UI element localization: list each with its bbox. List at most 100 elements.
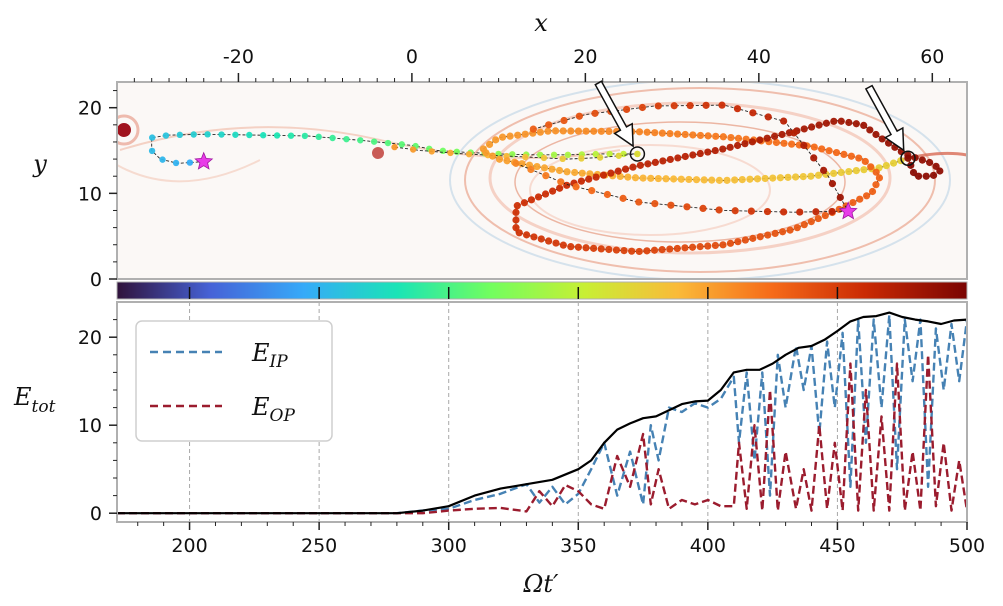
trajectory-point bbox=[651, 158, 659, 166]
trajectory-point bbox=[548, 165, 556, 173]
trajectory-point bbox=[537, 235, 545, 243]
trajectory-point bbox=[599, 171, 608, 179]
trajectory-point bbox=[692, 176, 701, 184]
trajectory-point bbox=[666, 155, 674, 164]
trajectory-point bbox=[699, 204, 707, 212]
trajectory-point bbox=[492, 136, 500, 144]
trajectory-point bbox=[551, 127, 560, 135]
trajectory-point bbox=[800, 221, 808, 229]
trajectory-point bbox=[734, 238, 742, 246]
trajectory-point bbox=[658, 129, 666, 137]
trajectory-point bbox=[796, 208, 804, 216]
trajectory-point bbox=[643, 247, 651, 255]
trajectory-point bbox=[650, 246, 659, 254]
top-y-tick-label: 20 bbox=[78, 98, 102, 120]
trajectory-point bbox=[772, 138, 781, 147]
trajectory-point bbox=[287, 132, 295, 139]
trajectory-point bbox=[753, 175, 762, 183]
bottom-y-tick-label: 0 bbox=[90, 503, 102, 525]
trajectory-point bbox=[522, 153, 529, 161]
trajectory-point bbox=[409, 146, 417, 153]
trajectory-point bbox=[370, 138, 378, 145]
trajectory-point bbox=[647, 174, 655, 182]
trajectory-point bbox=[159, 156, 166, 163]
trajectory-point bbox=[555, 166, 564, 175]
trajectory-point bbox=[172, 159, 180, 167]
trajectory-point bbox=[852, 167, 860, 175]
trajectory-point bbox=[681, 130, 689, 139]
trajectory-point bbox=[620, 247, 628, 255]
trajectory-point bbox=[867, 163, 875, 171]
trajectory-point bbox=[771, 132, 779, 140]
trajectory-point bbox=[814, 171, 823, 179]
trajectory-point bbox=[534, 193, 543, 201]
star-marker bbox=[194, 151, 214, 170]
trajectory-point bbox=[790, 129, 798, 137]
trajectory-point bbox=[639, 174, 647, 182]
trajectory-point bbox=[718, 101, 726, 109]
trajectory-point bbox=[733, 105, 742, 113]
trajectory-point bbox=[847, 152, 855, 160]
trajectory-point bbox=[246, 131, 253, 139]
trajectory-point bbox=[845, 167, 853, 176]
trajectory-point bbox=[590, 127, 598, 135]
trajectory-point bbox=[512, 159, 520, 167]
trajectory-point bbox=[634, 150, 641, 158]
trajectory-point bbox=[784, 173, 792, 181]
trajectory-point bbox=[800, 125, 808, 133]
trajectory-point bbox=[878, 135, 886, 143]
pointer-arrow bbox=[594, 80, 634, 148]
trajectory-point bbox=[780, 139, 788, 147]
trajectory-point bbox=[574, 127, 583, 135]
trajectory-point bbox=[715, 206, 723, 214]
vortex-core bbox=[117, 123, 131, 137]
trajectory-line bbox=[533, 104, 849, 212]
trajectory-point bbox=[666, 245, 674, 253]
trajectory-point bbox=[807, 172, 815, 180]
trajectory-point bbox=[597, 245, 605, 253]
top-x-tick-label: 20 bbox=[573, 46, 597, 68]
energy-lines bbox=[117, 311, 967, 515]
trajectory-line bbox=[515, 162, 849, 213]
trajectory-point bbox=[726, 239, 735, 247]
trajectory-point bbox=[832, 148, 841, 157]
trajectory-point bbox=[329, 134, 336, 142]
trajectory-line bbox=[394, 146, 638, 160]
colorbar-ticks bbox=[188, 287, 839, 299]
trajectory-point bbox=[190, 131, 197, 138]
trajectory-point bbox=[619, 194, 627, 202]
trajectory-point bbox=[756, 136, 764, 144]
trajectory-point bbox=[575, 112, 583, 120]
trajectory-point bbox=[733, 141, 742, 150]
trajectory-point bbox=[688, 243, 697, 251]
trajectory-point bbox=[514, 131, 522, 139]
trajectory-point bbox=[596, 154, 604, 161]
trajectory-plot-area bbox=[117, 82, 967, 279]
trajectory-point bbox=[149, 134, 156, 141]
bottom-x-tick-label: 200 bbox=[171, 535, 207, 557]
trajectory-point bbox=[731, 207, 739, 215]
trajectory-point bbox=[860, 166, 868, 174]
trajectory-point bbox=[544, 127, 552, 135]
trajectory-point bbox=[807, 218, 815, 226]
trajectory-point bbox=[749, 109, 757, 117]
trajectory-point bbox=[756, 233, 764, 241]
trajectory-point bbox=[572, 183, 580, 191]
trajectory-point bbox=[552, 239, 560, 247]
trajectory-point bbox=[723, 176, 731, 184]
trajectory-point bbox=[582, 244, 590, 252]
trajectory-point bbox=[623, 105, 631, 114]
series-line-e-tot bbox=[117, 311, 967, 515]
top-y-tick-label: 10 bbox=[78, 183, 102, 205]
trajectory-point bbox=[428, 148, 435, 155]
trajectory-point bbox=[659, 157, 667, 165]
trajectory-point bbox=[398, 141, 405, 148]
trajectory-point bbox=[635, 247, 643, 256]
trajectory-point bbox=[512, 224, 520, 232]
trajectory-point bbox=[719, 133, 727, 141]
bottom-x-tick-label: 500 bbox=[949, 535, 985, 557]
trajectory-point bbox=[651, 129, 659, 137]
trajectory-point bbox=[929, 171, 938, 179]
trajectory-point bbox=[670, 102, 678, 110]
